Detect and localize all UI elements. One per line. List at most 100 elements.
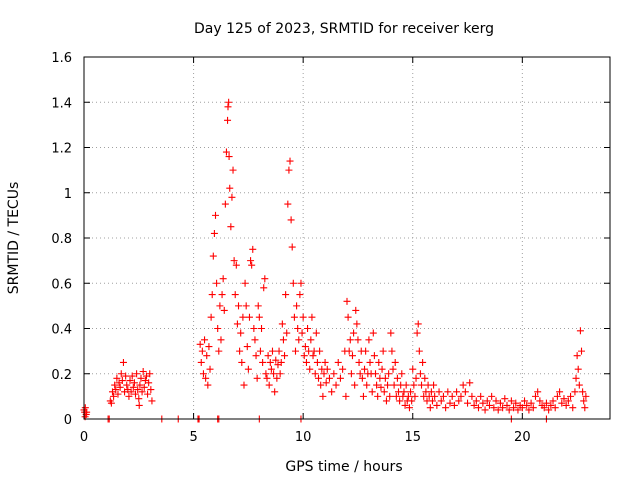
data-point <box>284 200 292 208</box>
data-point <box>275 347 283 355</box>
data-point <box>571 388 579 396</box>
data-point <box>229 166 237 174</box>
data-point <box>298 329 306 337</box>
data-point <box>542 399 550 407</box>
data-point <box>579 388 587 396</box>
data-point <box>437 397 445 405</box>
data-point <box>272 356 280 364</box>
data-point <box>540 404 548 412</box>
data-point <box>435 388 443 396</box>
data-point <box>581 404 589 412</box>
data-point <box>289 279 297 287</box>
data-point <box>198 347 206 355</box>
data-point <box>239 313 247 321</box>
data-point <box>468 392 476 400</box>
data-point <box>208 291 216 299</box>
data-point <box>547 401 555 409</box>
data-point <box>518 404 526 412</box>
data-point <box>300 352 308 360</box>
data-point <box>282 291 290 299</box>
y-tick-label: 0.8 <box>51 232 72 247</box>
data-point <box>521 397 529 405</box>
data-point <box>311 370 319 378</box>
data-point <box>358 374 366 382</box>
data-point <box>251 336 259 344</box>
data-point <box>294 325 302 332</box>
data-point <box>220 306 228 314</box>
data-point <box>419 358 427 366</box>
data-point <box>325 374 333 382</box>
data-point <box>276 370 284 378</box>
data-point <box>117 370 125 378</box>
data-point <box>388 347 396 355</box>
data-point <box>134 386 142 394</box>
data-point <box>531 392 539 400</box>
data-point <box>240 381 248 389</box>
data-point <box>545 406 553 414</box>
data-point <box>433 401 441 409</box>
data-point <box>371 370 379 378</box>
data-point <box>386 392 394 400</box>
data-point <box>503 401 511 409</box>
data-point <box>228 193 236 201</box>
data-point <box>202 374 210 382</box>
data-point <box>301 343 309 351</box>
data-point <box>567 392 575 400</box>
data-point <box>249 245 257 253</box>
data-point <box>279 336 287 344</box>
data-point <box>199 370 207 378</box>
data-point <box>455 397 463 405</box>
data-point <box>382 397 390 405</box>
data-point <box>226 184 234 192</box>
data-point <box>222 148 230 156</box>
data-point <box>402 381 410 389</box>
data-point <box>245 313 253 321</box>
data-point <box>344 313 352 321</box>
data-point <box>264 352 272 360</box>
data-point <box>461 388 469 396</box>
data-point <box>439 392 447 400</box>
data-point <box>379 347 387 355</box>
x-tick-label: 0 <box>80 430 88 445</box>
data-point <box>353 320 361 328</box>
data-point <box>307 336 315 344</box>
y-tick-label: 1.6 <box>51 51 72 66</box>
data-point <box>225 98 233 106</box>
data-point <box>227 223 235 231</box>
data-point <box>214 325 222 332</box>
data-point <box>347 370 355 378</box>
data-point <box>261 275 269 283</box>
data-point <box>287 216 295 224</box>
data-point <box>373 381 381 389</box>
data-point <box>485 401 493 409</box>
data-point <box>527 399 535 407</box>
data-point <box>81 404 89 412</box>
data-point <box>111 381 119 389</box>
data-point <box>201 336 209 344</box>
data-point <box>413 329 421 337</box>
data-point <box>116 383 124 391</box>
data-point <box>479 399 487 407</box>
data-point <box>551 404 559 412</box>
data-point <box>127 388 135 396</box>
data-point <box>253 374 261 382</box>
data-point <box>262 370 270 378</box>
data-point <box>396 397 404 405</box>
data-point <box>499 404 507 412</box>
data-point <box>255 313 263 321</box>
data-point <box>130 379 138 387</box>
data-point <box>562 401 570 409</box>
data-point <box>510 404 518 412</box>
data-point <box>377 383 385 391</box>
data-point <box>363 381 371 389</box>
data-point <box>514 406 522 414</box>
data-point <box>107 399 115 407</box>
data-point <box>578 347 586 355</box>
data-point <box>525 406 533 414</box>
data-point <box>270 370 278 378</box>
y-tick-label: 0.6 <box>51 277 72 292</box>
data-point <box>304 325 312 332</box>
data-point <box>477 392 485 400</box>
data-point <box>242 302 250 310</box>
data-point <box>212 211 219 219</box>
